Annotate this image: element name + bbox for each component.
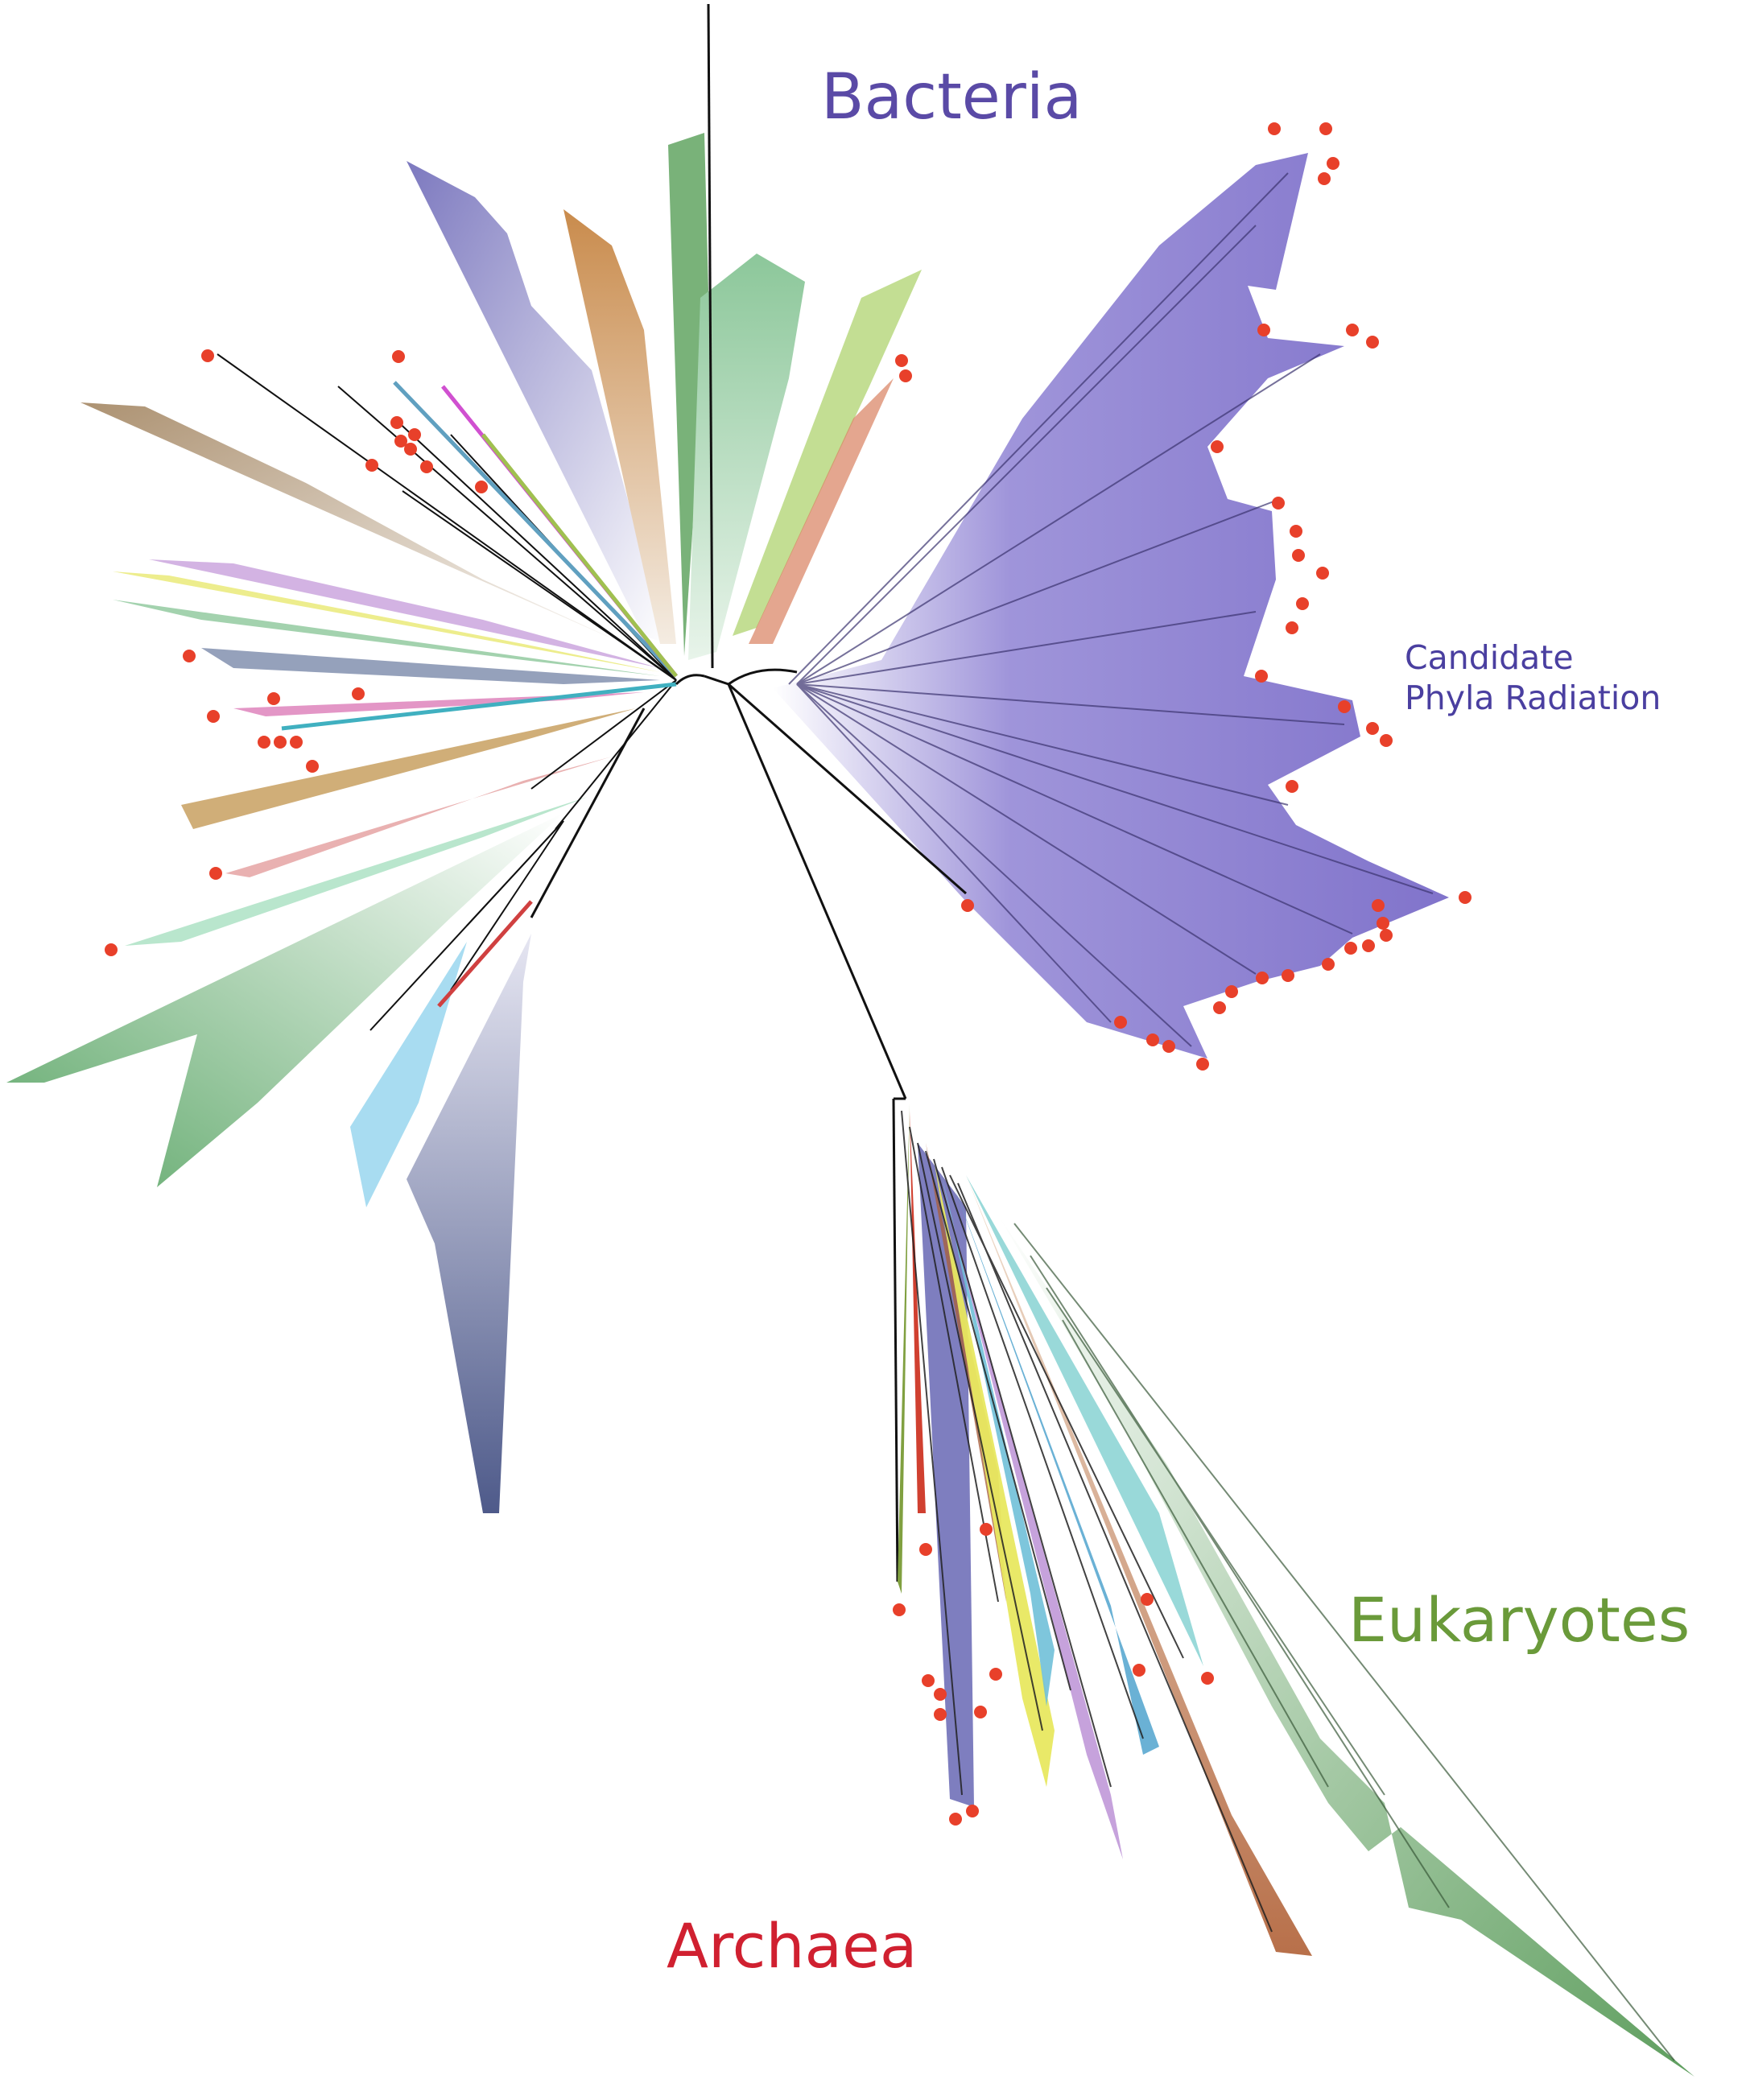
archaea-clades xyxy=(898,1103,1312,1956)
cpr-label: Candidate Phyla Radiation xyxy=(1405,637,1661,718)
bacteria-label: Bacteria xyxy=(821,61,1083,134)
cpr-label-line1: Candidate xyxy=(1405,638,1574,677)
cpr-label-line2: Phyla Radiation xyxy=(1405,679,1661,718)
red-dot-markers xyxy=(105,122,1472,1826)
bacteria-upper-clades xyxy=(407,3,922,669)
cpr-clade xyxy=(773,153,1449,1058)
bacteria-left-clades xyxy=(6,353,678,1513)
archaea-label: Archaea xyxy=(667,1910,918,1982)
eukaryotes-label: Eukaryotes xyxy=(1348,1584,1690,1656)
tree-backbone xyxy=(530,668,967,1582)
eukaryote-clade xyxy=(998,1215,1694,2077)
